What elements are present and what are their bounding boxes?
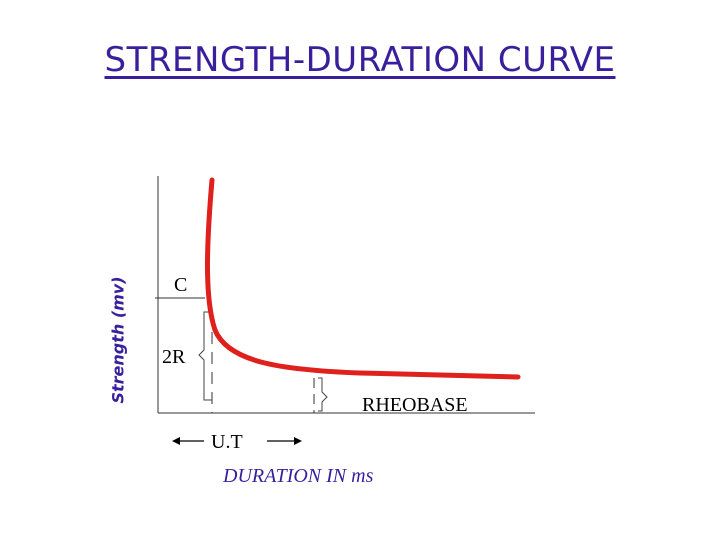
ut-right-arrow-head [294, 437, 302, 445]
page-title: STRENGTH-DURATION CURVE [104, 40, 616, 80]
twice-rheobase-bracket [198, 311, 212, 401]
ut-left-arrow-head [172, 437, 180, 445]
rheobase-label: RHEOBASE [362, 394, 468, 416]
utilization-time-label: U.T [211, 431, 243, 453]
twice-rheobase-label: 2R [162, 346, 186, 368]
x-axis-label: DURATION IN ms [222, 465, 374, 487]
strength-duration-curve [204, 177, 521, 380]
chronaxie-label: C [174, 274, 187, 296]
rheobase-bracket [318, 377, 328, 412]
